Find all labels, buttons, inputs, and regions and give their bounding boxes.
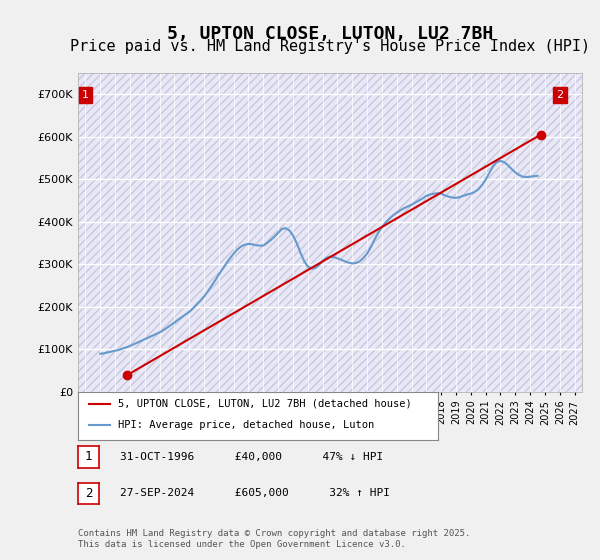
Text: 2: 2	[85, 487, 92, 500]
Text: Price paid vs. HM Land Registry's House Price Index (HPI): Price paid vs. HM Land Registry's House …	[70, 39, 590, 54]
Text: 5, UPTON CLOSE, LUTON, LU2 7BH (detached house): 5, UPTON CLOSE, LUTON, LU2 7BH (detached…	[118, 399, 412, 409]
Text: 1: 1	[82, 90, 89, 100]
Text: HPI: Average price, detached house, Luton: HPI: Average price, detached house, Luto…	[118, 421, 374, 430]
Text: 2: 2	[556, 90, 563, 100]
Text: Contains HM Land Registry data © Crown copyright and database right 2025.
This d: Contains HM Land Registry data © Crown c…	[78, 529, 470, 549]
Text: 1: 1	[85, 450, 92, 464]
Text: 31-OCT-1996      £40,000      47% ↓ HPI: 31-OCT-1996 £40,000 47% ↓ HPI	[120, 452, 383, 462]
Text: 5, UPTON CLOSE, LUTON, LU2 7BH: 5, UPTON CLOSE, LUTON, LU2 7BH	[167, 25, 493, 43]
Text: 27-SEP-2024      £605,000      32% ↑ HPI: 27-SEP-2024 £605,000 32% ↑ HPI	[120, 488, 390, 498]
